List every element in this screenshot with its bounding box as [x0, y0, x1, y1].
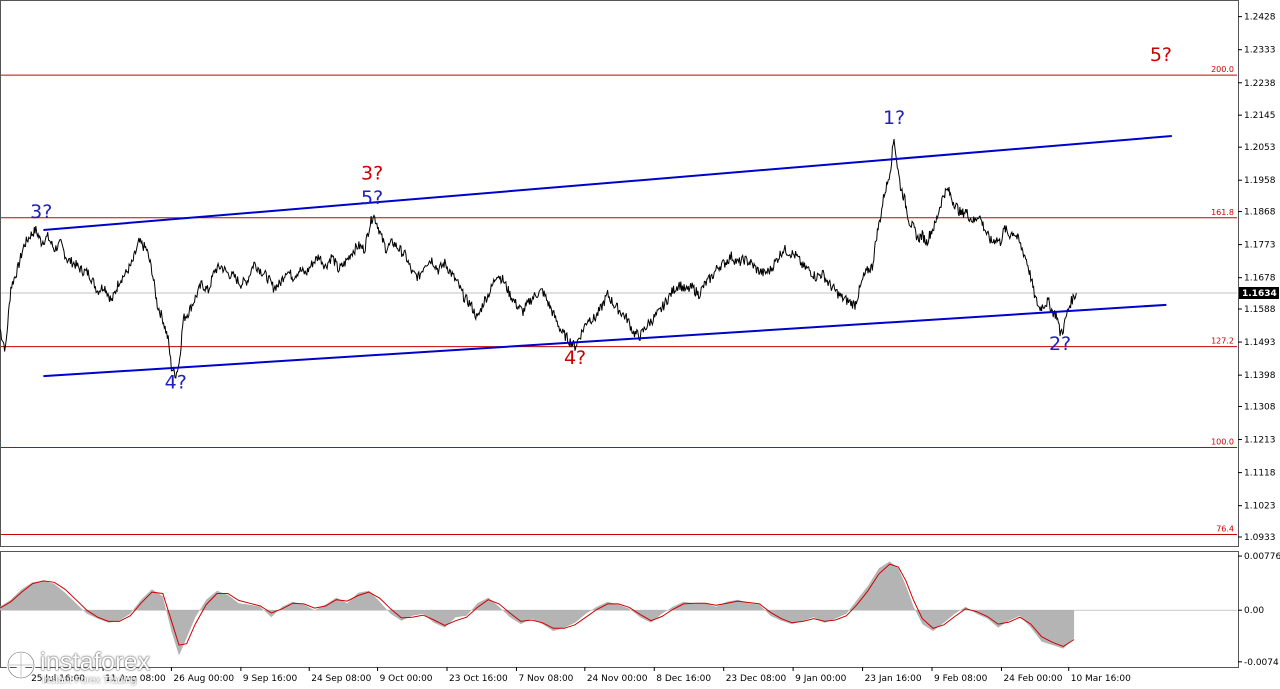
time-tick-label: 23 Oct 16:00 [449, 674, 508, 684]
fib-level-label: 100.0 [1211, 438, 1234, 447]
oscillator-signal-line [0, 563, 1075, 648]
wave-label: 4? [165, 371, 187, 393]
current-price-label: 1.1634 [1242, 289, 1277, 299]
price-line [0, 139, 1077, 379]
logo-wordmark: instaforex [40, 648, 151, 676]
price-tick-label: 1.2145 [1244, 111, 1276, 121]
time-tick-label: 23 Jan 16:00 [865, 674, 922, 684]
fib-level-label: 76.4 [1216, 525, 1234, 534]
price-tick-label: 1.2428 [1244, 13, 1276, 23]
oscillator-plot [0, 561, 1237, 656]
time-tick-label: 9 Feb 08:00 [934, 674, 988, 684]
time-tick-label: 11 Aug 08:00 [105, 674, 166, 684]
time-tick-label: 25 Jul 16:00 [31, 674, 85, 684]
price-tick-label: 1.0933 [1244, 533, 1276, 543]
wave-label: 3? [30, 201, 52, 223]
time-tick-label: 26 Aug 00:00 [173, 674, 234, 684]
instaforex-logo: instaforex Instant Forex Trading [6, 648, 196, 688]
oscillator-tick-label: 0.00 [1244, 606, 1264, 616]
time-tick-label: 24 Nov 00:00 [587, 674, 648, 684]
price-tick-label: 1.1678 [1244, 274, 1276, 284]
price-tick-label: 1.1868 [1244, 208, 1276, 218]
price-tick-label: 1.2053 [1244, 143, 1276, 153]
current-price-box [1239, 286, 1279, 299]
time-tick-label: 10 Mar 16:00 [1071, 674, 1131, 684]
logo-tagline: Instant Forex Trading [42, 675, 137, 686]
time-tick-label: 8 Dec 16:00 [656, 674, 711, 684]
fib-level-label: 127.2 [1211, 337, 1234, 346]
price-tick-label: 1.2238 [1244, 79, 1276, 89]
wave-label: 1? [883, 107, 905, 129]
fib-level-label: 200.0 [1211, 65, 1234, 74]
oscillator-tick-label: 0.00776 [1244, 552, 1280, 562]
main-plot-frame [0, 0, 1239, 547]
time-tick-label: 9 Sep 16:00 [243, 674, 298, 684]
price-tick-label: 1.1958 [1244, 176, 1276, 186]
price-tick-label: 1.1213 [1244, 436, 1276, 446]
wave-label: 5? [1150, 44, 1172, 66]
channel-upper-line [43, 135, 1172, 231]
oscillator-histogram [0, 561, 1075, 656]
price-tick-label: 1.1493 [1244, 338, 1276, 348]
time-tick-label: 24 Sep 08:00 [311, 674, 371, 684]
wave-label: 3? [361, 163, 383, 185]
oscillator-axis: 0.00776 0.00 -0.0074 [1238, 552, 1280, 668]
price-axis: 1.2428 1.2333 1.2238 1.2145 1.2053 1.1958 1.18… [1238, 13, 1279, 543]
price-tick-label: 1.1773 [1244, 241, 1276, 251]
price-tick-label: 1.1308 [1244, 402, 1276, 412]
channel-lower-line [43, 303, 1167, 378]
wave-label: 4? [564, 347, 586, 369]
price-tick-label: 1.1118 [1244, 469, 1276, 479]
time-tick-label: 23 Dec 08:00 [726, 674, 787, 684]
time-tick-label: 7 Nov 08:00 [518, 674, 573, 684]
wave-label: 5? [361, 187, 383, 209]
logo-emblem-icon [6, 650, 36, 680]
fib-level-label: 161.8 [1211, 208, 1234, 217]
oscillator-tick-label: -0.0074 [1244, 658, 1279, 668]
price-tick-label: 1.1398 [1244, 371, 1276, 381]
time-tick-label: 24 Feb 00:00 [1003, 674, 1062, 684]
time-tick-label: 9 Oct 00:00 [380, 674, 433, 684]
price-tick-label: 1.2333 [1244, 46, 1276, 56]
price-tick-label: 1.1588 [1244, 305, 1276, 315]
wave-label: 2? [1049, 333, 1071, 355]
price-tick-label: 1.1023 [1244, 502, 1276, 512]
time-tick-label: 9 Jan 00:00 [795, 674, 847, 684]
time-axis: 11 Aug 08:00 26 Aug 00:00 9 Sep 16:00 24 Se… [31, 667, 1131, 684]
